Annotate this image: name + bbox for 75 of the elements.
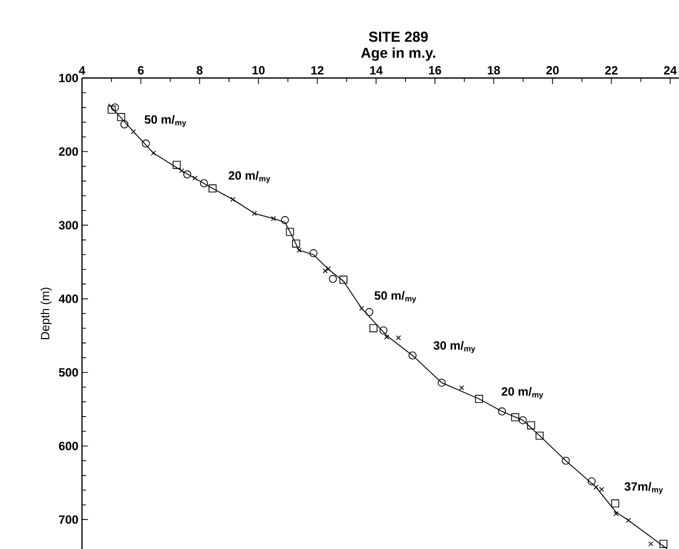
- point: [648, 541, 654, 546]
- point: [322, 268, 328, 274]
- y-axis-title: Depth (m): [40, 288, 52, 340]
- point: [309, 249, 318, 258]
- annotation: 30 m/$_{my}$: [434, 340, 476, 354]
- y-tick-label: 400: [58, 294, 78, 304]
- point: [659, 540, 668, 548]
- point: [230, 196, 236, 202]
- point: [179, 168, 184, 174]
- point: [365, 308, 374, 316]
- x-tick-label: 12: [311, 66, 324, 74]
- point: [192, 176, 198, 181]
- y-tick-label: 100: [59, 74, 78, 82]
- point: [536, 432, 544, 440]
- point: [527, 421, 536, 430]
- y-tick-label: 300: [58, 220, 78, 230]
- point: [172, 160, 181, 169]
- x-tick-label: 4: [78, 66, 86, 74]
- y-tick-label: 700: [59, 515, 78, 524]
- x-tick-label: 14: [370, 66, 383, 74]
- x-tick-label: 24: [664, 66, 677, 74]
- point: [292, 240, 300, 248]
- point: [518, 416, 527, 424]
- point: [359, 306, 364, 311]
- point: [379, 326, 388, 334]
- point: [614, 511, 619, 516]
- x-tick-label: 22: [605, 66, 618, 74]
- point: [117, 113, 126, 121]
- x-tick-label: 18: [488, 66, 500, 74]
- chart-title: SITE 289: [368, 32, 428, 42]
- point: [588, 477, 596, 486]
- annotation: 50 m/$_{my}$: [374, 290, 416, 304]
- point: [328, 274, 337, 283]
- point: [438, 378, 446, 387]
- point: [120, 120, 128, 128]
- point: [183, 170, 192, 178]
- x-tick-label: 20: [546, 66, 559, 74]
- y-tick-label: 200: [58, 147, 78, 156]
- point: [296, 248, 302, 253]
- point: [408, 351, 417, 360]
- point: [108, 106, 116, 114]
- point: [142, 140, 150, 148]
- point: [369, 324, 378, 332]
- point: [286, 228, 294, 236]
- x-tick-label: 6: [138, 66, 144, 74]
- point: [208, 184, 217, 192]
- point: [339, 276, 348, 284]
- point: [110, 103, 119, 112]
- x-tick-label: 16: [429, 66, 442, 74]
- x-tick-label: 10: [252, 66, 265, 74]
- point: [252, 210, 257, 216]
- point: [611, 499, 620, 508]
- point: [200, 179, 208, 188]
- point: [150, 150, 156, 156]
- annotation: 37m/$_{my}$: [624, 482, 663, 494]
- point: [475, 394, 484, 403]
- point: [626, 518, 631, 523]
- annotation: 20 m/$_{my}$: [228, 170, 270, 184]
- point: [562, 456, 570, 465]
- y-tick-label: 500: [58, 368, 78, 377]
- annotation: 20 m/$_{my}$: [502, 386, 544, 400]
- point: [280, 216, 289, 224]
- point: [384, 334, 390, 340]
- line-series: [108, 103, 668, 549]
- point: [326, 266, 331, 272]
- point: [511, 413, 520, 422]
- x-tick-label: 8: [196, 66, 203, 74]
- x-axis-title: Age in m.y.: [361, 47, 436, 61]
- point: [396, 335, 401, 340]
- y-tick-label: 600: [58, 442, 78, 450]
- annotation: 50 m/$_{my}$: [144, 114, 186, 128]
- point: [459, 385, 464, 390]
- point: [270, 216, 276, 222]
- point: [498, 407, 506, 416]
- point: [130, 129, 136, 134]
